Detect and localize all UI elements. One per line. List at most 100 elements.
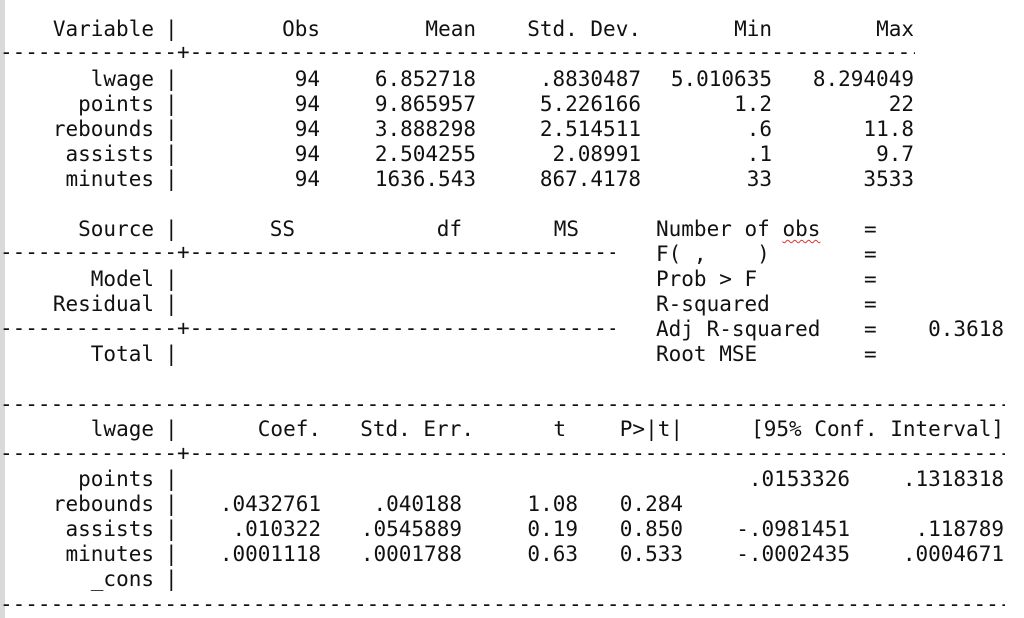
reg-cell: -.0002435 — [736, 542, 850, 566]
reg-cell: 0.850 — [619, 517, 683, 541]
column-separator: | — [165, 17, 178, 41]
stat-equals: = — [864, 342, 877, 366]
summary-cell: .1 — [746, 142, 772, 166]
reg-cell: .0153326 — [748, 467, 850, 491]
summary-cell: .6 — [746, 117, 772, 141]
reg-cell: 0.63 — [527, 542, 578, 566]
reg-var-minutes: minutes — [65, 542, 154, 566]
regression-bottom-rule: ----------------------------------------… — [0, 592, 1005, 616]
summary-header-min: Min — [734, 17, 772, 41]
stat-adj-r-squared-label: Adj R-squared — [656, 317, 821, 341]
anova-total-rule: --------------+-------------------------… — [0, 316, 615, 340]
anova-header-rule: --------------+-------------------------… — [0, 240, 615, 264]
reg-cell: -.0981451 — [736, 517, 850, 541]
summary-header-obs: Obs — [282, 17, 320, 41]
reg-cell: .118789 — [915, 517, 1004, 541]
stat-label-text: Number of obs — [656, 217, 821, 241]
summary-header-variable: Variable — [52, 17, 154, 41]
summary-cell: 2.504255 — [374, 142, 476, 166]
summary-header-rule: --------------+-------------------------… — [0, 40, 915, 64]
stat-number-of-obs-label: Number of obs — [656, 217, 820, 242]
column-separator: | — [165, 267, 178, 291]
anova-row-model: Model — [90, 267, 154, 291]
summary-cell: 33 — [746, 167, 772, 191]
reg-cell: .0004671 — [902, 542, 1004, 566]
summary-cell: 9.865957 — [374, 92, 476, 116]
summary-header-max: Max — [876, 17, 914, 41]
summary-header-stddev: Std. Dev. — [527, 17, 641, 41]
summary-cell: 94 — [294, 142, 320, 166]
anova-row-residual: Residual — [52, 292, 154, 316]
summary-cell: 2.514511 — [539, 117, 641, 141]
anova-header-ss: SS — [269, 217, 295, 241]
reg-cell: .1318318 — [902, 467, 1004, 491]
reg-header-t: t — [553, 417, 566, 441]
anova-row-total: Total — [90, 342, 154, 366]
reg-cell: .0545889 — [360, 517, 462, 541]
reg-cell: 0.19 — [527, 517, 578, 541]
summary-cell: 2.08991 — [552, 142, 641, 166]
summary-cell: .8830487 — [539, 67, 641, 91]
column-separator: | — [165, 467, 178, 491]
stat-equals: = — [864, 217, 877, 241]
anova-header-ms: MS — [553, 217, 579, 241]
column-separator: | — [165, 542, 178, 566]
regression-top-rule: ----------------------------------------… — [0, 392, 1005, 416]
summary-cell: 94 — [294, 67, 320, 91]
summary-header-mean: Mean — [425, 17, 476, 41]
reg-cell: .0432761 — [219, 492, 321, 516]
stat-r-squared-label: R-squared — [656, 292, 770, 316]
column-separator: | — [165, 417, 178, 441]
summary-cell: 94 — [294, 167, 320, 191]
summary-cell: 94 — [294, 117, 320, 141]
stat-equals: = — [864, 317, 877, 341]
summary-cell: 94 — [294, 92, 320, 116]
summary-cell: 6.852718 — [374, 67, 476, 91]
reg-header-stderr: Std. Err. — [360, 417, 474, 441]
summary-var-minutes: minutes — [65, 167, 154, 191]
reg-cell: 0.533 — [619, 542, 683, 566]
reg-cell: .0001788 — [360, 542, 462, 566]
column-separator: | — [165, 492, 178, 516]
summary-cell: 5.010635 — [670, 67, 772, 91]
summary-cell: 867.4178 — [539, 167, 641, 191]
column-separator: | — [165, 67, 178, 91]
anova-header-source: Source — [78, 217, 154, 241]
stat-root-mse-label: Root MSE — [656, 342, 758, 366]
reg-header-pvalue: P>|t| — [619, 417, 683, 441]
stat-equals: = — [864, 292, 877, 316]
reg-cell: .0001118 — [219, 542, 321, 566]
reg-header-coef: Coef. — [257, 417, 321, 441]
regression-header-rule: --------------+-------------------------… — [0, 441, 1005, 465]
column-separator: | — [165, 167, 178, 191]
summary-cell: 3533 — [863, 167, 914, 191]
summary-cell: 1.2 — [734, 92, 772, 116]
column-separator: | — [165, 117, 178, 141]
column-separator: | — [165, 517, 178, 541]
summary-cell: 8.294049 — [812, 67, 914, 91]
column-separator: | — [165, 567, 178, 591]
reg-header-conf-interval: [95% Conf. Interval] — [751, 417, 1004, 441]
column-separator: | — [165, 342, 178, 366]
summary-cell: 1636.543 — [374, 167, 476, 191]
reg-var-cons: _cons — [90, 567, 154, 591]
reg-cell: 0.284 — [619, 492, 683, 516]
anova-header-df: df — [436, 217, 462, 241]
reg-cell: .010322 — [232, 517, 321, 541]
stat-f-label: F( , ) — [656, 242, 770, 266]
window-edge — [0, 0, 5, 618]
summary-var-assists: assists — [65, 142, 154, 166]
summary-var-lwage: lwage — [90, 67, 154, 91]
summary-cell: 3.888298 — [374, 117, 476, 141]
summary-var-points: points — [78, 92, 154, 116]
column-separator: | — [165, 292, 178, 316]
spellcheck-underline: obs — [782, 217, 821, 241]
reg-cell: 1.08 — [527, 492, 578, 516]
stat-equals: = — [864, 242, 877, 266]
column-separator: | — [165, 217, 178, 241]
reg-var-points: points — [78, 467, 154, 491]
summary-cell: 22 — [888, 92, 914, 116]
reg-var-assists: assists — [65, 517, 154, 541]
summary-cell: 11.8 — [863, 117, 914, 141]
